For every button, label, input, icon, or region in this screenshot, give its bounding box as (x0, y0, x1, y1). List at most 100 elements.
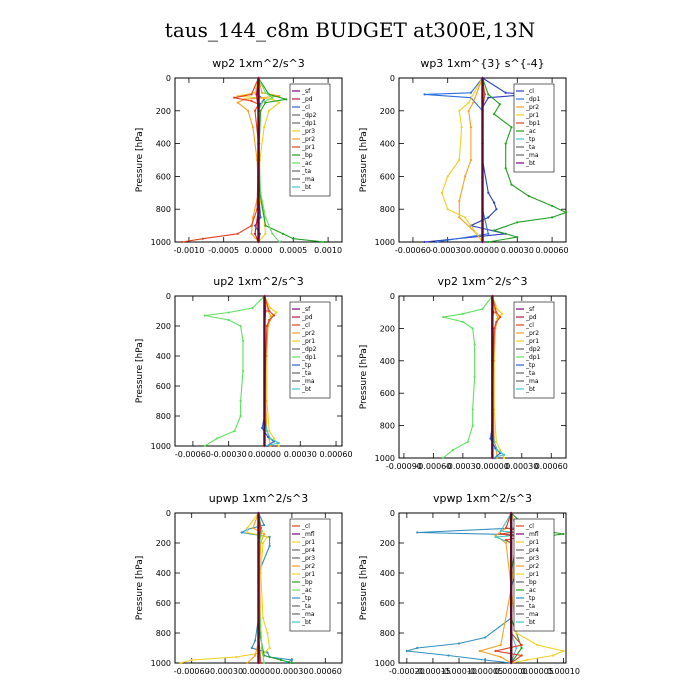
series-point (551, 654, 555, 657)
panel-title: upwp 1xm^2/s^3 (209, 492, 309, 505)
legend-entry: _ta (525, 144, 535, 151)
series-point (520, 643, 523, 647)
series-point (268, 429, 271, 433)
x-tick-label: -0.00060 (395, 246, 431, 255)
series-point (268, 318, 271, 322)
legend-entry: _ta (301, 370, 311, 377)
panel-3: up2 1xm^2/s^3 Pressure [hPa] 0 200 400 600 800… (135, 275, 353, 459)
plot-frame (398, 295, 567, 459)
series-point (562, 532, 565, 536)
series-point (266, 435, 270, 439)
series-point (264, 91, 267, 94)
series-point (492, 201, 496, 204)
x-tick-label: 0.00010 (547, 667, 580, 676)
series-point (254, 639, 257, 642)
series-point (236, 101, 239, 104)
series-point (442, 315, 445, 319)
series-point (499, 315, 502, 319)
legend-entry: _bt (301, 184, 312, 191)
legend-entry: _bp (525, 579, 537, 586)
y-axis-label: Pressure [hPa] (359, 345, 369, 410)
x-tick-label: 0.00000 (495, 667, 528, 676)
series-line (204, 295, 265, 447)
x-tick-label: 0.00030 (501, 246, 534, 255)
series-point (416, 646, 419, 650)
series-point (446, 208, 449, 211)
legend-entry: _cl (525, 88, 534, 95)
y-tick-label: 0 (166, 509, 171, 518)
legend-entry: _bt (301, 386, 312, 393)
series-line (442, 295, 493, 459)
legend-entry: _pr1 (301, 338, 315, 345)
series-point (255, 93, 258, 96)
legend-entry: _bt (525, 386, 536, 393)
panel-title: vp2 1xm^2/s^3 (437, 275, 527, 288)
legend-entry: _ta (525, 370, 535, 377)
series-point (492, 229, 496, 232)
legend-entry: _pr2 (301, 330, 315, 337)
series-point (460, 126, 463, 129)
y-tick-label: 600 (156, 599, 171, 608)
y-tick-label: 400 (156, 352, 171, 361)
legend-entry: _pr1 (525, 539, 539, 546)
legend-entry: _pr2 (525, 330, 539, 337)
legend-entry: _ac (301, 160, 312, 167)
series-point (487, 96, 490, 99)
series-point (487, 93, 490, 96)
series-point (457, 642, 461, 645)
series-point (279, 658, 282, 662)
series-point (458, 109, 461, 112)
series-point (292, 237, 295, 240)
panel-title: wp2 1xm^2/s^3 (212, 57, 305, 70)
series-point (487, 232, 490, 235)
x-tick-label: 0.00060 (319, 450, 352, 459)
series-point (451, 448, 455, 451)
series-point (499, 643, 502, 647)
x-tick-label: 0.00060 (536, 246, 569, 255)
series-point (253, 91, 257, 94)
panel-title: up2 1xm^2/s^3 (213, 275, 304, 288)
y-tick-label: 600 (380, 389, 395, 398)
x-tick-label: 0.00000 (248, 450, 281, 459)
series-point (499, 529, 502, 533)
series-point (236, 232, 239, 235)
series-point (290, 661, 293, 665)
series-point (496, 448, 499, 451)
series-point (516, 221, 519, 224)
series-point (277, 444, 280, 448)
x-tick-label: 0.0010 (314, 246, 342, 255)
y-tick-label: 200 (156, 107, 171, 116)
series-point (405, 649, 408, 653)
y-tick-label: 1000 (375, 659, 395, 668)
series-point (475, 232, 478, 235)
legend-entry: _dp2 (301, 112, 317, 119)
legend-entry: _tp (525, 362, 535, 369)
series-point (240, 531, 243, 534)
legend-entry: _dp1 (525, 354, 541, 361)
series-point (201, 237, 204, 240)
series-point (251, 216, 255, 219)
series-point (473, 375, 476, 379)
series-point (487, 216, 490, 219)
series-point (239, 324, 242, 328)
series-point (250, 232, 253, 235)
series-point (520, 646, 523, 650)
legend-entry: _cl (525, 322, 534, 329)
y-tick-label: 600 (380, 599, 395, 608)
series-point (446, 175, 449, 178)
panel-4: vp2 1xm^2/s^3 Pressure [hPa] 0 200 400 600 800… (359, 275, 568, 471)
series-point (259, 109, 262, 112)
x-tick-label: 0.0000 (245, 246, 273, 255)
legend-entry: _sf (301, 88, 311, 95)
legend-entry: _sf (301, 306, 311, 313)
legend-entry: _dp1 (301, 354, 317, 361)
legend-entry: _bp (301, 579, 313, 586)
legend-entry: _ma (301, 611, 315, 618)
y-tick-label: 200 (156, 322, 171, 331)
series-point (281, 232, 284, 235)
series-point (510, 183, 513, 186)
y-tick-label: 0 (390, 509, 395, 518)
series-point (550, 204, 554, 208)
legend-entry: _pr1 (301, 539, 315, 546)
series-point (278, 240, 281, 244)
